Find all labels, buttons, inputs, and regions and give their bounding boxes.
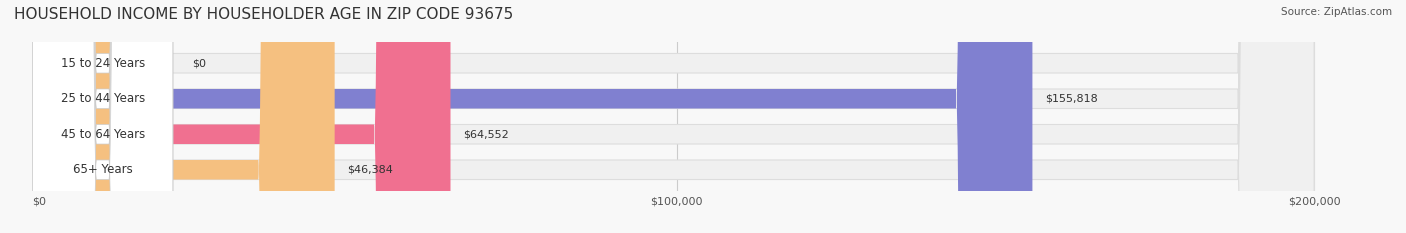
- Text: $155,818: $155,818: [1045, 94, 1098, 104]
- FancyBboxPatch shape: [39, 0, 1315, 233]
- Text: $0: $0: [193, 58, 205, 68]
- FancyBboxPatch shape: [39, 0, 1315, 233]
- Text: Source: ZipAtlas.com: Source: ZipAtlas.com: [1281, 7, 1392, 17]
- FancyBboxPatch shape: [39, 0, 1032, 233]
- Text: 15 to 24 Years: 15 to 24 Years: [60, 57, 145, 70]
- Text: $46,384: $46,384: [347, 165, 394, 175]
- FancyBboxPatch shape: [32, 0, 173, 233]
- FancyBboxPatch shape: [32, 0, 173, 233]
- FancyBboxPatch shape: [39, 0, 1315, 233]
- Text: 25 to 44 Years: 25 to 44 Years: [60, 92, 145, 105]
- FancyBboxPatch shape: [39, 0, 1315, 233]
- FancyBboxPatch shape: [39, 0, 450, 233]
- FancyBboxPatch shape: [39, 0, 335, 233]
- FancyBboxPatch shape: [32, 0, 173, 233]
- Text: $64,552: $64,552: [463, 129, 509, 139]
- Text: HOUSEHOLD INCOME BY HOUSEHOLDER AGE IN ZIP CODE 93675: HOUSEHOLD INCOME BY HOUSEHOLDER AGE IN Z…: [14, 7, 513, 22]
- Text: 45 to 64 Years: 45 to 64 Years: [60, 128, 145, 141]
- FancyBboxPatch shape: [32, 0, 173, 233]
- Text: 65+ Years: 65+ Years: [73, 163, 132, 176]
